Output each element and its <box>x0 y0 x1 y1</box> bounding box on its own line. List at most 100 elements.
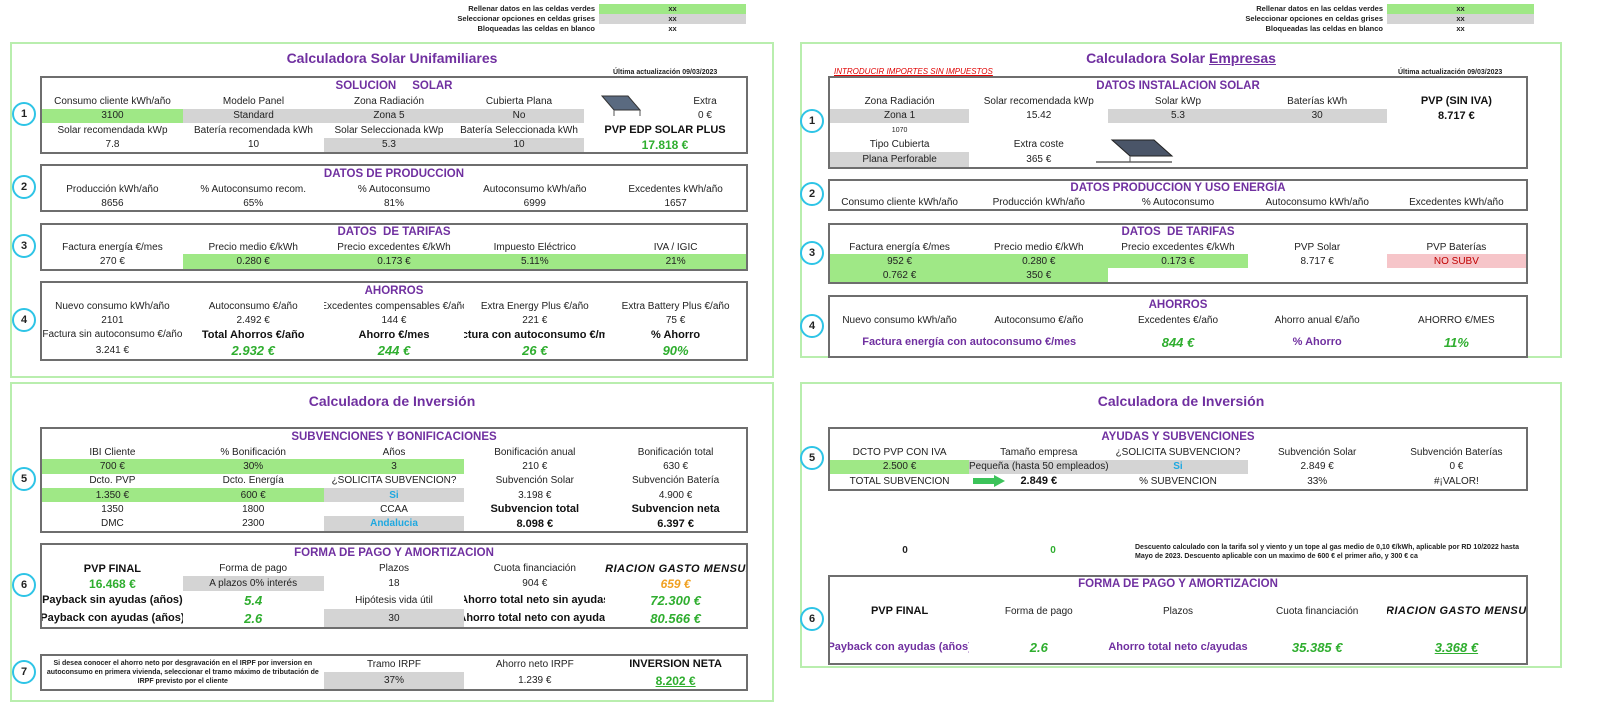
date: Última actualización 09/03/2023 <box>1398 69 1503 76</box>
section-grid: PVP FINAL Forma de pago Plazos Cuota financ… <box>42 561 746 627</box>
cell: 2.6 <box>1029 639 1048 655</box>
cell: 144 € <box>381 314 407 326</box>
cell: 210 € <box>522 460 548 472</box>
section: FORMA DE PAGO Y AMORTIZACION PVP FINAL For… <box>828 575 1528 665</box>
legend-label: Seleccionar opciones en celdas grises <box>1245 14 1383 23</box>
cell: Autoconsumo kWh/año <box>1265 197 1369 208</box>
cell: 1.350 € <box>42 487 183 503</box>
title: Calculadora Solar Empresas <box>800 50 1562 66</box>
cell: Excedentes kWh/año <box>1409 197 1504 208</box>
cell: ¿SOLICITA SUBVENCION? <box>331 475 457 487</box>
section-heading: AHORROS <box>1148 299 1208 311</box>
cell: IBI Cliente <box>89 446 136 458</box>
cell: PVP Solar <box>1294 241 1341 253</box>
cell: 65% <box>243 197 264 209</box>
cell: 2.500 € <box>830 459 970 474</box>
cell: VARIACION GASTO MENSUAL <box>605 562 746 575</box>
cell: 8.098 € <box>516 517 554 530</box>
legend-value: xx <box>599 4 746 14</box>
cell: Excedentes kWh/año <box>628 183 723 195</box>
cell: Precio excedentes €/kWh <box>1121 241 1235 253</box>
cell: Plana Perforable <box>830 152 970 167</box>
cell: IVA / IGIC <box>653 241 698 253</box>
legend-row: Bloqueadas las celdas en blanco xx <box>1228 24 1534 34</box>
section-heading: DATOS DE TARIFAS <box>337 226 451 238</box>
cell: 8.202 € <box>655 673 696 688</box>
section-number: 4 <box>800 313 824 338</box>
section: FORMA DE PAGO Y AMORTIZACION PVP FINAL For… <box>40 543 748 629</box>
cell: Consumo cliente kWh/año <box>841 197 958 208</box>
cell: Total Ahorros €/año <box>201 328 305 341</box>
cell: Cuota financiación <box>493 563 576 574</box>
cell: % Ahorro <box>1292 336 1342 348</box>
panel-icon <box>600 95 642 116</box>
cell: 5.4 <box>244 592 263 608</box>
cell: 15.42 <box>1026 110 1052 122</box>
cell: 7.8 <box>105 139 120 151</box>
cell: Zona Radiación <box>864 95 935 107</box>
section: DATOS DE PRODUCCION Producción kWh/año % A… <box>40 164 748 212</box>
cell: No <box>454 108 584 123</box>
cell: Si <box>1108 459 1248 474</box>
section-heading: DATOS DE TARIFAS <box>1121 226 1235 238</box>
section: Tramo IRPF Ahorro neto IRPF INVERSION NETA… <box>40 654 748 691</box>
cell: Tamaño empresa <box>1000 446 1078 458</box>
cell: VARIACION GASTO MENSUAL <box>1386 605 1526 617</box>
section-number: 3 <box>800 240 824 265</box>
cell: Nuevo consumo kWh/año <box>842 315 957 326</box>
cell: Hipótesis vida útil <box>355 594 433 606</box>
cell: Pequeña (hasta 50 empleados) <box>969 459 1109 474</box>
section-number: 2 <box>12 175 36 199</box>
cell: PVP (SIN IVA) <box>1420 95 1492 108</box>
cell: Batería Seleccionada kWh <box>460 124 578 136</box>
cell: Ahorro €/mes <box>358 328 430 341</box>
section-heading: FORMA DE PAGO Y AMORTIZACION <box>294 547 494 559</box>
cell: 33% <box>1307 475 1328 487</box>
cell: 90% <box>662 343 689 358</box>
cell: 75 € <box>665 314 686 326</box>
cell: 844 € <box>1161 334 1195 350</box>
cell: 0.280 € <box>182 254 324 269</box>
legend-row: Rellenar datos en las celdas verdes xx <box>1228 4 1534 14</box>
section: SUBVENCIONES Y BONIFICACIONES IBI Cliente… <box>40 427 748 533</box>
cell: Ahorro total neto c/ayudas <box>1108 641 1248 653</box>
cell: 72.300 € <box>650 592 701 608</box>
cell: Precio medio €/kWh <box>994 241 1084 253</box>
cell: 37% <box>323 672 465 689</box>
section-number: 5 <box>800 445 824 470</box>
title: Calculadora de Inversión <box>308 393 476 409</box>
section-heading: SOLUCION SOLAR <box>335 80 453 92</box>
cell: Nuevo consumo kWh/año <box>55 300 170 312</box>
cell: 365 € <box>1026 153 1052 165</box>
cell: Si <box>323 487 465 503</box>
cell: 3100 <box>42 108 183 123</box>
legend: Rellenar datos en las celdas verdes xx Sel… <box>440 4 746 34</box>
section-grid: Factura energía €/mes Precio medio €/kWh P… <box>42 240 746 269</box>
cell: Subvención Batería <box>631 475 720 487</box>
cell: Autoconsumo kWh/año <box>483 183 587 195</box>
discount-note: Descuento calculado con la tarifa sol y … <box>1135 544 1519 560</box>
cell: 26 € <box>522 343 548 358</box>
cell: Subvencion neta <box>631 503 720 516</box>
cell: Payback con ayudas (años) <box>42 612 183 624</box>
section: AHORROS Nuevo consumo kWh/año Autoconsumo … <box>828 295 1528 358</box>
cell: Subvencion total <box>490 503 580 516</box>
section: DATOS INSTALACION SOLAR Zona Radiación Sol… <box>828 76 1528 169</box>
panel <box>10 42 774 378</box>
cell: Baterías kWh <box>1287 95 1348 107</box>
cell: 16.468 € <box>89 576 136 591</box>
cell: 0 € <box>1449 461 1464 473</box>
section-number: 1 <box>800 109 824 134</box>
cell: % SUBVENCION <box>1139 475 1217 487</box>
section-heading: AHORROS <box>364 285 424 297</box>
section-grid: Nuevo consumo kWh/año Autoconsumo €/año Ex… <box>830 313 1526 356</box>
cell: 2.849 € <box>1300 461 1334 473</box>
section-number: 5 <box>12 466 36 491</box>
legend: Rellenar datos en las celdas verdes xx Sel… <box>1228 4 1534 34</box>
section-heading: SUBVENCIONES Y BONIFICACIONES <box>291 431 497 443</box>
title: Calculadora Solar Unifamiliares <box>286 50 498 66</box>
discount-value: 0 <box>902 545 908 556</box>
section-heading: DATOS PRODUCCION Y USO ENERGÍA <box>1070 182 1286 194</box>
discount-value: 0 <box>1050 545 1056 556</box>
section: DATOS DE TARIFAS Factura energía €/mes Pre… <box>40 223 748 271</box>
